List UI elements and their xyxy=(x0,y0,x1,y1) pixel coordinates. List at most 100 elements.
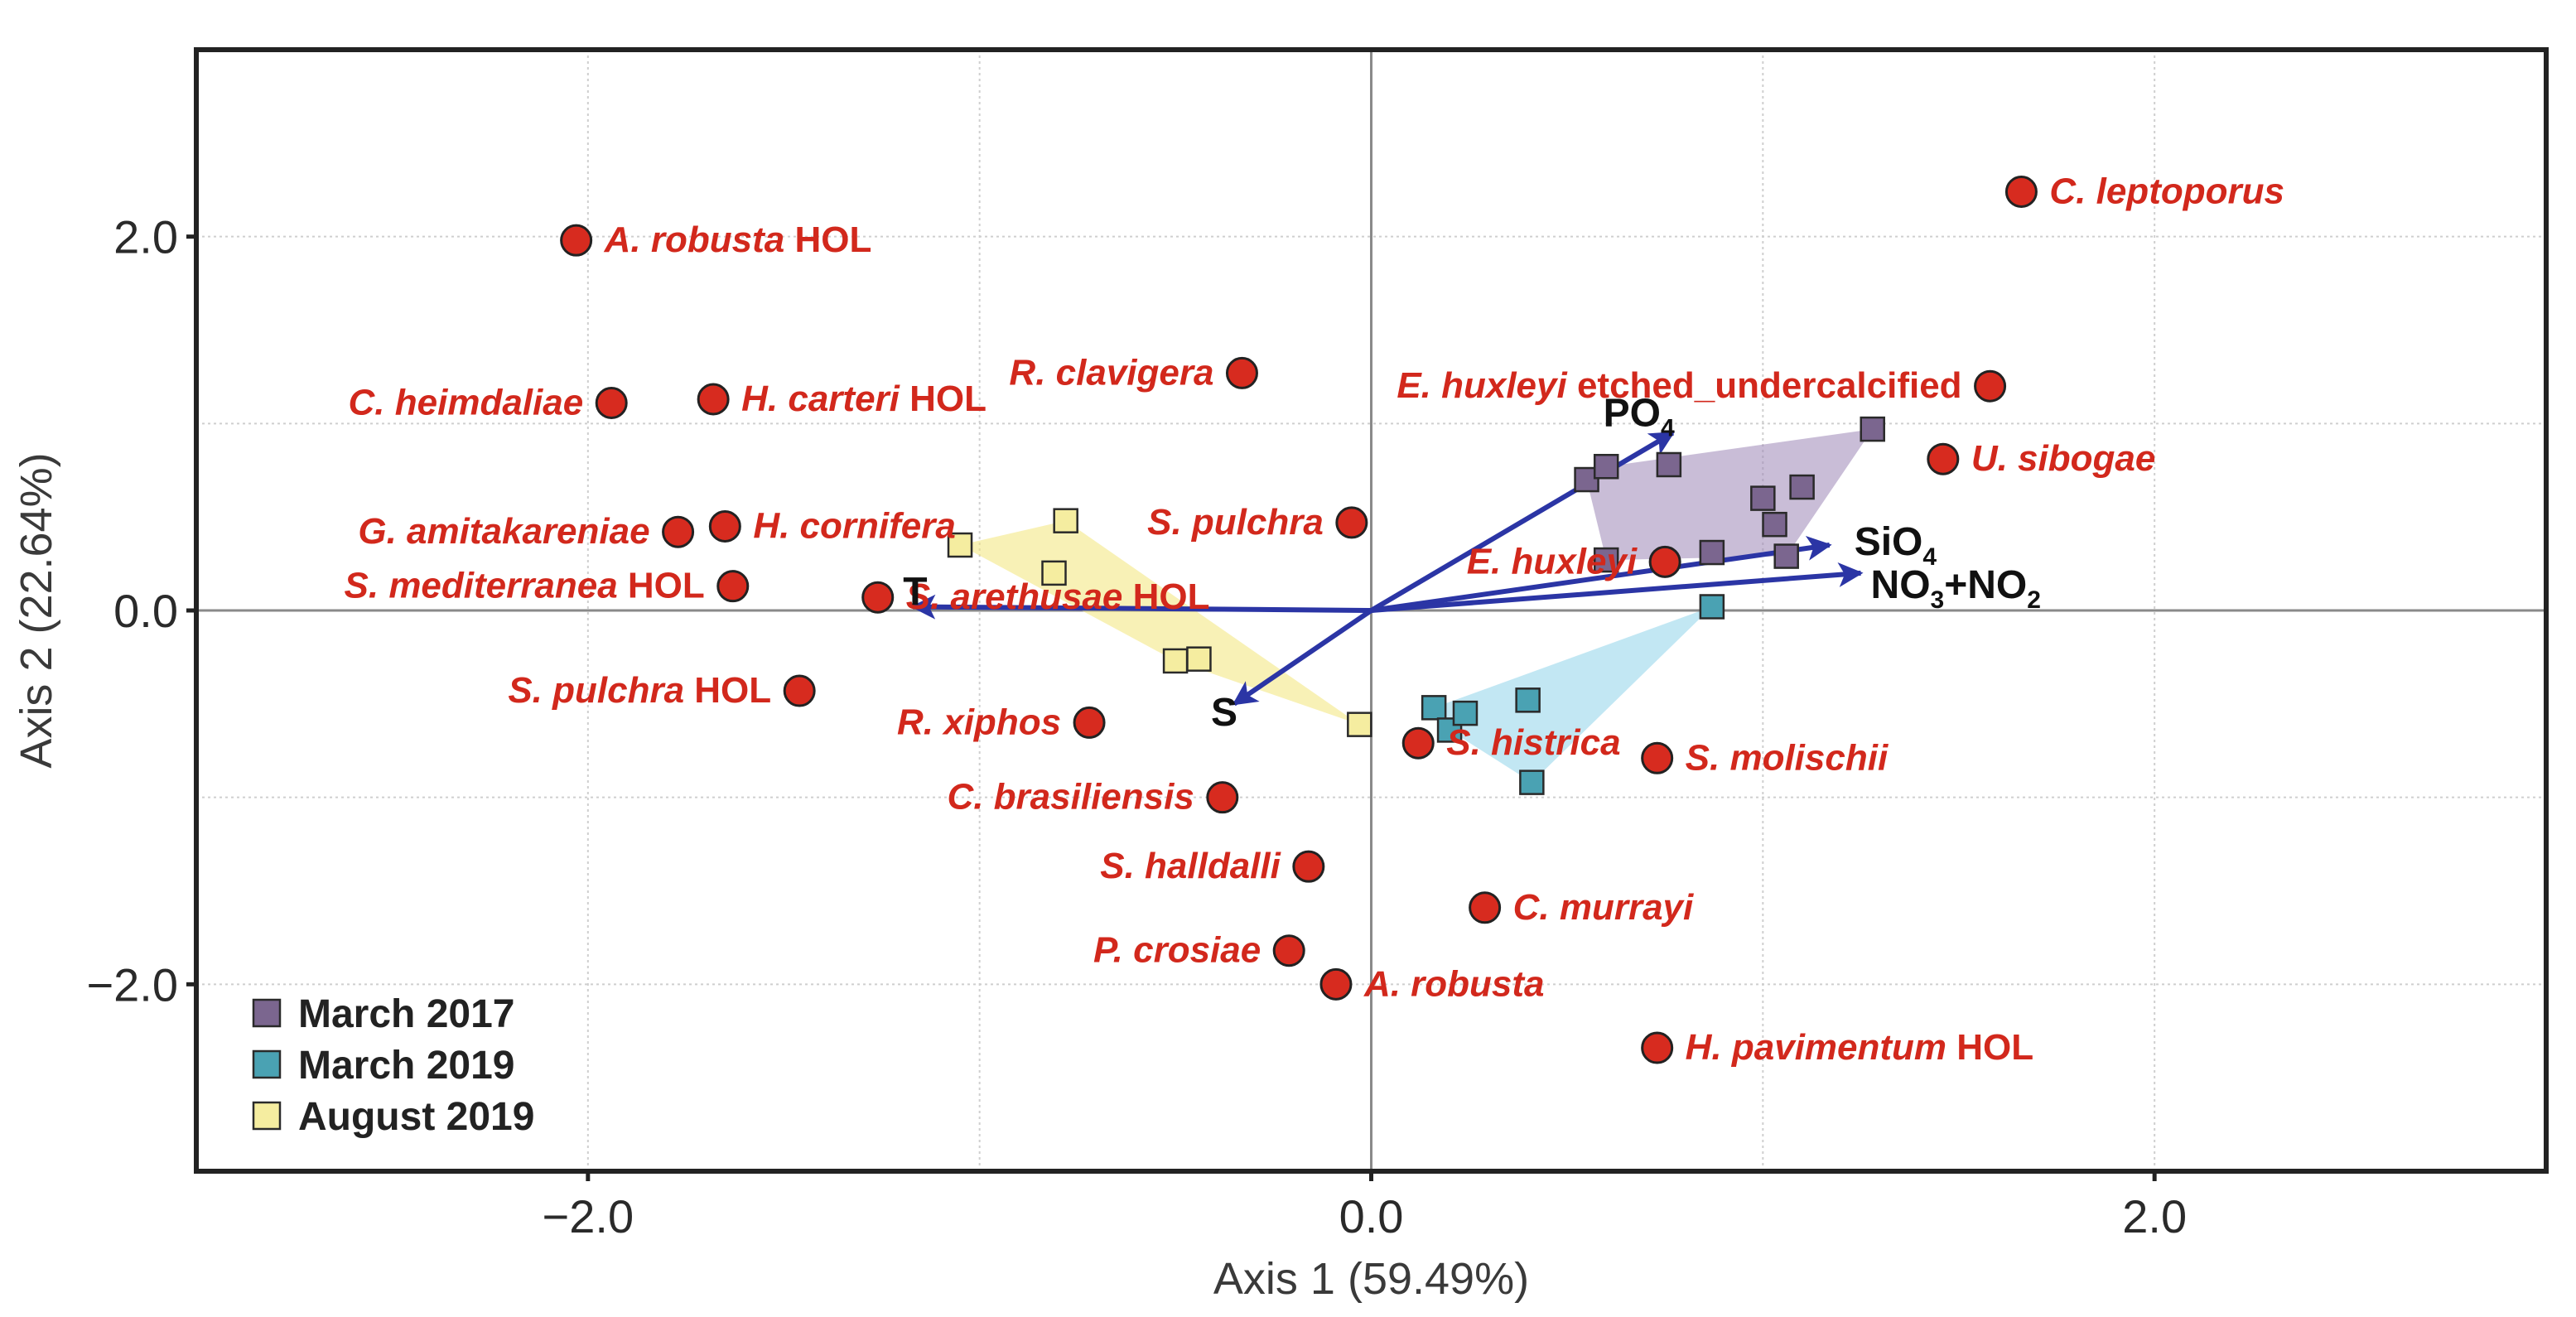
legend-swatch-august-2019 xyxy=(252,1101,282,1131)
species-label-a-robusta: A. robusta xyxy=(1363,963,1545,1004)
vector-label-sio4: SiO4 xyxy=(1855,520,1937,571)
sample-square xyxy=(1515,687,1541,713)
species-label-c-murrayi: C. murrayi xyxy=(1513,887,1694,928)
species-point-e-huxleyi-etched xyxy=(1974,369,2007,403)
sample-square xyxy=(1452,700,1479,726)
species-label-s-histrica: S. histrica xyxy=(1446,722,1620,763)
species-label-u-sibogae: U. sibogae xyxy=(1971,438,2156,479)
species-label-s-pulchra-hol: S. pulchra HOL xyxy=(508,670,771,711)
species-point-c-brasiliensis xyxy=(1206,781,1239,814)
species-label-s-pulchra: S. pulchra xyxy=(1147,502,1324,543)
vector-po4 xyxy=(1369,431,1676,613)
sample-square xyxy=(1750,485,1776,511)
species-point-e-huxleyi xyxy=(1648,545,1681,578)
species-label-c-brasiliensis: C. brasiliensis xyxy=(947,777,1194,818)
hull-august-2019 xyxy=(960,520,1360,725)
sample-square xyxy=(947,532,973,558)
species-label-r-clavigera: R. clavigera xyxy=(1009,352,1213,393)
species-point-a-robusta-hol xyxy=(560,224,593,257)
species-label-c-leptoporus: C. leptoporus xyxy=(2049,171,2284,212)
axis-ticks: −2.0 0.0 2.0 −2.0 0.0 2.0 xyxy=(86,211,2187,1242)
y-axis-title: Axis 2 (22.64%) xyxy=(12,452,61,768)
hull-march-2019 xyxy=(1434,606,1712,783)
species-point-g-amitakareniae xyxy=(662,515,695,548)
species-point-s-pulchra xyxy=(1335,506,1368,539)
species-label-e-huxleyi-etched: E. huxleyi etched_undercalcified xyxy=(1397,365,1961,406)
x-axis-title: Axis 1 (59.49%) xyxy=(1213,1254,1529,1304)
environmental-vectors xyxy=(910,431,1864,707)
species-point-s-molischii xyxy=(1641,741,1674,774)
sample-square xyxy=(1519,769,1545,795)
vector-label-no3no2: NO3+NO2 xyxy=(1871,563,2041,614)
sample-square xyxy=(1773,543,1799,569)
species-point-s-histrica xyxy=(1401,726,1435,760)
vector-sio4 xyxy=(1371,535,1832,613)
y-tick-label: 2.0 xyxy=(113,211,178,263)
species-label-h-carteri-hol: H. carteri HOL xyxy=(741,379,987,419)
sample-square xyxy=(1041,560,1067,586)
species-point-c-murrayi xyxy=(1469,891,1502,924)
legend-swatch-march-2019 xyxy=(252,1049,282,1079)
x-tick-label: 2.0 xyxy=(2122,1190,2187,1242)
sample-square xyxy=(1421,695,1447,721)
species-point-h-pavimentum-hol xyxy=(1641,1031,1674,1064)
x-tick-label: 0.0 xyxy=(1339,1190,1404,1242)
sample-square xyxy=(1699,594,1725,620)
species-label-a-robusta-hol: A. robusta HOL xyxy=(604,220,872,260)
species-label-p-crosiae: P. crosiae xyxy=(1093,930,1261,971)
sample-square xyxy=(1053,508,1078,533)
sample-square xyxy=(1699,539,1725,566)
species-point-c-heimdaliae xyxy=(595,387,628,420)
legend-label-march-2017: March 2017 xyxy=(298,992,515,1036)
species-labels: A. robusta HOL C. leptoporus C. heimdaliae… xyxy=(345,171,2284,1069)
sample-square xyxy=(1186,646,1212,672)
species-point-s-pulchra-hol xyxy=(783,674,816,707)
species-point-c-leptoporus xyxy=(2004,176,2038,209)
species-point-r-clavigera xyxy=(1225,356,1258,389)
sample-square xyxy=(1762,511,1787,538)
sample-square xyxy=(1789,474,1815,500)
species-label-s-arethusae-hol: S. arethusae HOL xyxy=(906,576,1210,617)
legend-swatch-march-2017 xyxy=(252,998,282,1028)
species-label-h-pavimentum-hol: H. pavimentum HOL xyxy=(1686,1027,2034,1068)
legend-label-august-2019: August 2019 xyxy=(298,1095,534,1139)
x-tick-label: −2.0 xyxy=(543,1190,634,1242)
sample-square xyxy=(1656,451,1682,478)
y-tick-label: −2.0 xyxy=(86,958,178,1011)
species-point-r-xiphos xyxy=(1073,706,1106,739)
sample-square xyxy=(1593,453,1619,480)
vector-label-po4: PO4 xyxy=(1604,392,1675,442)
species-point-s-mediterranea-hol xyxy=(716,570,750,603)
y-tick-label: 0.0 xyxy=(113,585,178,637)
sample-squares xyxy=(947,416,1885,795)
species-label-h-cornifera: H. cornifera xyxy=(753,505,956,546)
species-label-s-molischii: S. molischii xyxy=(1686,737,1889,778)
species-label-s-halldalli: S. halldalli xyxy=(1100,846,1281,886)
vector-label-s: S xyxy=(1211,691,1237,735)
species-point-u-sibogae xyxy=(1927,442,1960,475)
vector-s xyxy=(1232,608,1373,707)
legend: March 2017 March 2019 August 2019 xyxy=(252,992,534,1139)
species-point-a-robusta xyxy=(1319,967,1353,1001)
vector-label-t: T xyxy=(903,570,927,614)
species-point-p-crosiae xyxy=(1272,934,1305,967)
species-point-s-halldalli xyxy=(1292,850,1325,883)
species-label-g-amitakareniae: G. amitakareniae xyxy=(358,511,649,552)
vector-no3no2 xyxy=(1371,562,1864,613)
species-point-h-carteri-hol xyxy=(697,383,730,416)
species-label-r-xiphos: R. xiphos xyxy=(897,702,1061,742)
sample-square xyxy=(1347,712,1372,737)
sample-square xyxy=(1860,416,1885,442)
species-point-s-arethusae-hol xyxy=(861,581,895,614)
sample-square xyxy=(1162,648,1189,674)
species-label-e-huxleyi: E. huxleyi xyxy=(1467,541,1638,581)
vector-t xyxy=(910,594,1372,620)
sample-square xyxy=(1593,547,1619,573)
species-points xyxy=(560,176,2038,1064)
species-point-h-cornifera xyxy=(708,509,741,543)
legend-label-march-2019: March 2019 xyxy=(298,1044,515,1088)
species-label-s-mediterranea-hol: S. mediterranea HOL xyxy=(345,566,705,606)
species-label-c-heimdaliae: C. heimdaliae xyxy=(349,383,584,423)
